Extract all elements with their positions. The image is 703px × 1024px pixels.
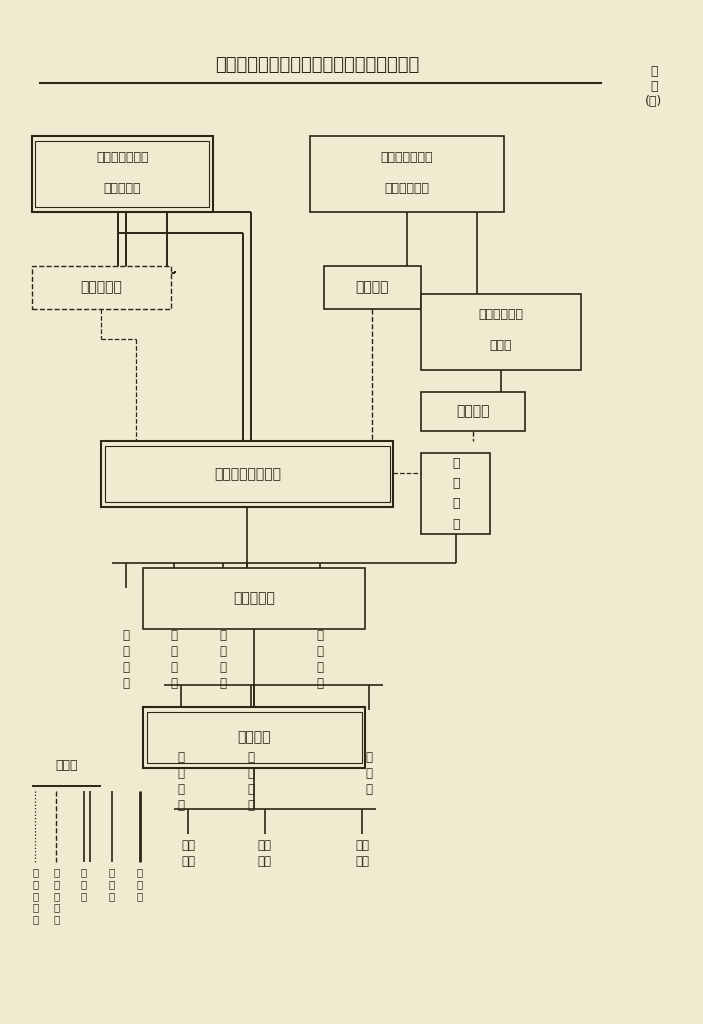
Text: 心: 心 <box>452 518 460 530</box>
Text: 鄉鎮區大隊: 鄉鎮區大隊 <box>233 591 275 605</box>
Bar <box>143 568 366 629</box>
Text: 警護
分隊: 警護 分隊 <box>181 839 195 868</box>
Bar <box>143 707 366 768</box>
Text: 隸
屬
線: 隸 屬 線 <box>136 867 143 901</box>
Text: 指
揮
線: 指 揮 線 <box>81 867 87 901</box>
Text: 督
導
線: 督 導 線 <box>109 867 115 901</box>
Text: 府　政　市　省: 府 政 市 省 <box>381 151 433 164</box>
Text: 民防自衛分區: 民防自衛分區 <box>478 308 523 322</box>
Text: 情
報
單
位: 情 報 單 位 <box>247 751 254 812</box>
Text: 作
戰
管
制
線: 作 戰 管 制 線 <box>53 867 59 924</box>
Bar <box>101 441 393 507</box>
Text: 中: 中 <box>452 498 460 510</box>
Bar <box>421 392 525 431</box>
Text: 勤
務
單
位: 勤 務 單 位 <box>219 629 226 690</box>
Text: （民防局處）: （民防局處） <box>385 181 430 195</box>
Bar <box>421 294 581 370</box>
Bar <box>323 266 421 309</box>
Text: 防
情
管
制
線: 防 情 管 制 線 <box>32 867 39 924</box>
Text: 地區司令部: 地區司令部 <box>80 281 122 295</box>
Text: 附
表
(六): 附 表 (六) <box>645 66 662 109</box>
Text: 軍勤
分隊: 軍勤 分隊 <box>258 839 271 868</box>
Text: 防護
分隊: 防護 分隊 <box>355 839 369 868</box>
Text: 動
員
單
位: 動 員 單 位 <box>178 751 185 812</box>
Text: 管制中心: 管制中心 <box>356 281 389 295</box>
Text: 村里中隊: 村里中隊 <box>238 730 271 744</box>
Text: （警備處）: （警備處） <box>103 181 141 195</box>
Text: 省市警備司令部: 省市警備司令部 <box>96 151 148 164</box>
Bar <box>32 136 212 212</box>
Bar <box>421 453 491 535</box>
Text: 任
務
隊: 任 務 隊 <box>366 751 373 796</box>
Text: 幕
僚
單
位: 幕 僚 單 位 <box>317 629 324 690</box>
Bar <box>146 712 362 763</box>
Text: 縣市民防自衛總隊: 縣市民防自衛總隊 <box>214 467 280 481</box>
Text: 大陸收復地區第二階段民防組織指揮體系表: 大陸收復地區第二階段民防組織指揮體系表 <box>214 56 419 74</box>
Text: 說　明: 說 明 <box>56 760 78 772</box>
Bar <box>310 136 504 212</box>
Bar <box>105 446 389 502</box>
Bar <box>32 266 171 309</box>
Bar <box>35 141 209 207</box>
Text: 指揮部: 指揮部 <box>489 339 512 352</box>
Text: 動
員
組
織: 動 員 組 織 <box>122 629 129 690</box>
Text: 制: 制 <box>452 477 460 490</box>
Text: 管: 管 <box>452 457 460 470</box>
Text: 任
務
隊
伍: 任 務 隊 伍 <box>171 629 178 690</box>
Text: 管制中心: 管制中心 <box>456 404 490 419</box>
